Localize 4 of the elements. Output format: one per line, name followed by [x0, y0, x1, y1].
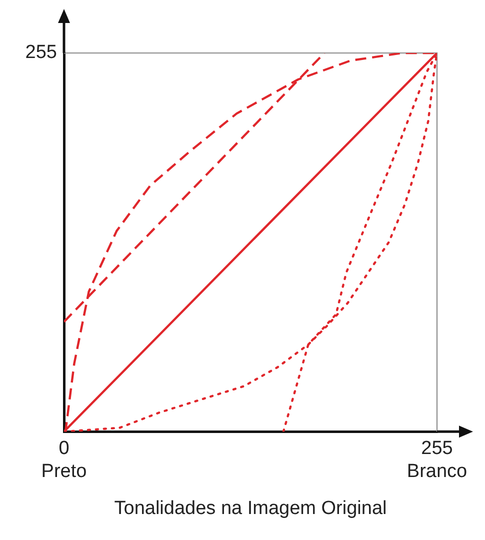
x-tick-label: 255 Branco [406, 438, 468, 482]
text: 255 [25, 42, 57, 64]
x-tick-label: 0 Preto [41, 438, 87, 482]
x-axis-title: Tonalidades na Imagem Original [114, 498, 387, 519]
